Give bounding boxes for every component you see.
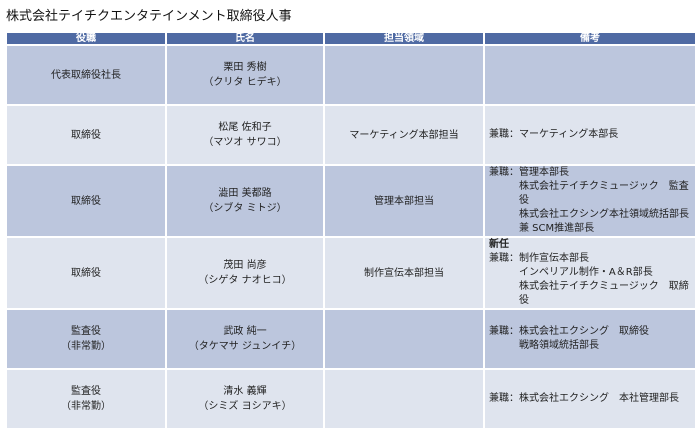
role-cell: 取締役 — [5, 236, 167, 310]
note-line: 株式会社テイチクミュージック 監査役 — [519, 181, 689, 206]
notes-cell: 兼職：マーケティング本部長 — [483, 104, 697, 166]
person-name: 栗田 秀樹 — [223, 62, 267, 73]
person-name: 澁田 美都路 — [218, 188, 272, 199]
note-line: 兼 SCM推進部長 — [519, 223, 595, 234]
note-line: 株式会社エクシング本社領域統括部長 — [519, 209, 689, 220]
role-text: 取締役 — [71, 267, 101, 279]
role-text: （非常勤） — [61, 341, 111, 352]
header-name: 氏名 — [165, 31, 325, 46]
note-line: 兼職：制作宣伝本部長 — [489, 253, 589, 264]
role-cell: 監査役 （非常勤） — [5, 308, 167, 370]
role-text: 代表取締役社長 — [51, 69, 121, 81]
area-cell: マーケティング本部担当 — [323, 104, 485, 166]
table-row: 監査役 （非常勤） 武政 純一 （タケマサ ジュンイチ） 兼職：株式会社エクシング 取締… — [5, 308, 697, 370]
name-cell: 松尾 佐和子 （マツオ サワコ） — [165, 104, 325, 166]
name-cell: 武政 純一 （タケマサ ジュンイチ） — [165, 308, 325, 370]
role-text: （非常勤） — [61, 401, 111, 412]
header-area: 担当領域 — [323, 31, 485, 46]
table-row: 取締役 澁田 美都路 （シブタ ミトジ） 管理本部担当 兼職：管理本部長株式会社テイチク… — [5, 164, 697, 238]
page-title: 株式会社テイチクエンタテインメント取締役人事 — [6, 9, 292, 24]
notes-cell: 兼職：管理本部長株式会社テイチクミュージック 監査役株式会社エクシング本社領域統… — [483, 164, 697, 238]
notes-cell: 兼職：株式会社エクシング 本社管理部長 — [483, 368, 697, 430]
new-badge: 新任 — [489, 239, 509, 250]
role-text: 取締役 — [71, 195, 101, 207]
role-cell: 取締役 — [5, 104, 167, 166]
person-kana: （クリタ ヒデキ） — [203, 77, 287, 88]
role-cell: 監査役 （非常勤） — [5, 368, 167, 430]
note-line: 兼職：管理本部長 — [489, 167, 569, 178]
table-header: 役職 氏名 担当領域 備考 — [5, 31, 697, 46]
area-cell — [323, 368, 485, 430]
role-cell: 代表取締役社長 — [5, 44, 167, 106]
table-row: 取締役 茂田 尚彦 （シゲタ ナオヒコ） 制作宣伝本部担当 新任兼職：制作宣伝本部長イン… — [5, 236, 697, 310]
person-name: 松尾 佐和子 — [218, 122, 272, 133]
area-cell — [323, 44, 485, 106]
area-text: 管理本部担当 — [374, 195, 434, 207]
person-kana: （タケマサ ジュンイチ） — [188, 341, 302, 352]
note-line: 兼職：株式会社エクシング 本社管理部長 — [489, 393, 679, 404]
person-name: 茂田 尚彦 — [223, 260, 267, 271]
note-line: インペリアル制作・A＆R部長 — [519, 267, 653, 278]
role-text: 監査役 — [71, 326, 101, 337]
area-cell: 管理本部担当 — [323, 164, 485, 238]
role-text: 取締役 — [71, 129, 101, 141]
name-cell: 茂田 尚彦 （シゲタ ナオヒコ） — [165, 236, 325, 310]
notes-cell — [483, 44, 697, 106]
person-kana: （マツオ サワコ） — [203, 137, 287, 148]
name-cell: 栗田 秀樹 （クリタ ヒデキ） — [165, 44, 325, 106]
table-row: 取締役 松尾 佐和子 （マツオ サワコ） マーケティング本部担当 兼職：マーケティング本… — [5, 104, 697, 166]
person-name: 武政 純一 — [223, 326, 267, 337]
note-line: 兼職：マーケティング本部長 — [489, 129, 619, 140]
role-text: 監査役 — [71, 386, 101, 397]
notes-cell: 新任兼職：制作宣伝本部長インペリアル制作・A＆R部長株式会社テイチクミュージック… — [483, 236, 697, 310]
person-kana: （シミズ ヨシアキ） — [198, 401, 292, 412]
header-notes: 備考 — [483, 31, 697, 46]
notes-cell: 兼職：株式会社エクシング 取締役戦略領域統括部長 — [483, 308, 697, 370]
executive-table: 役職 氏名 担当領域 備考 代表取締役社長 栗田 秀樹 （クリタ ヒデキ） 取締役 松尾… — [5, 31, 697, 430]
person-kana: （シゲタ ナオヒコ） — [198, 275, 292, 286]
area-cell: 制作宣伝本部担当 — [323, 236, 485, 310]
person-name: 清水 義輝 — [223, 386, 267, 397]
name-cell: 清水 義輝 （シミズ ヨシアキ） — [165, 368, 325, 430]
table-row: 代表取締役社長 栗田 秀樹 （クリタ ヒデキ） — [5, 44, 697, 106]
header-role: 役職 — [5, 31, 167, 46]
note-line: 株式会社テイチクミュージック 取締役 — [519, 281, 689, 306]
area-text: マーケティング本部担当 — [349, 129, 459, 141]
area-text: 制作宣伝本部担当 — [364, 267, 444, 279]
note-line: 兼職：株式会社エクシング 取締役 — [489, 326, 649, 337]
person-kana: （シブタ ミトジ） — [203, 203, 287, 214]
note-line: 戦略領域統括部長 — [519, 340, 599, 351]
role-cell: 取締役 — [5, 164, 167, 238]
area-cell — [323, 308, 485, 370]
name-cell: 澁田 美都路 （シブタ ミトジ） — [165, 164, 325, 238]
table-row: 監査役 （非常勤） 清水 義輝 （シミズ ヨシアキ） 兼職：株式会社エクシング 本社管理… — [5, 368, 697, 430]
